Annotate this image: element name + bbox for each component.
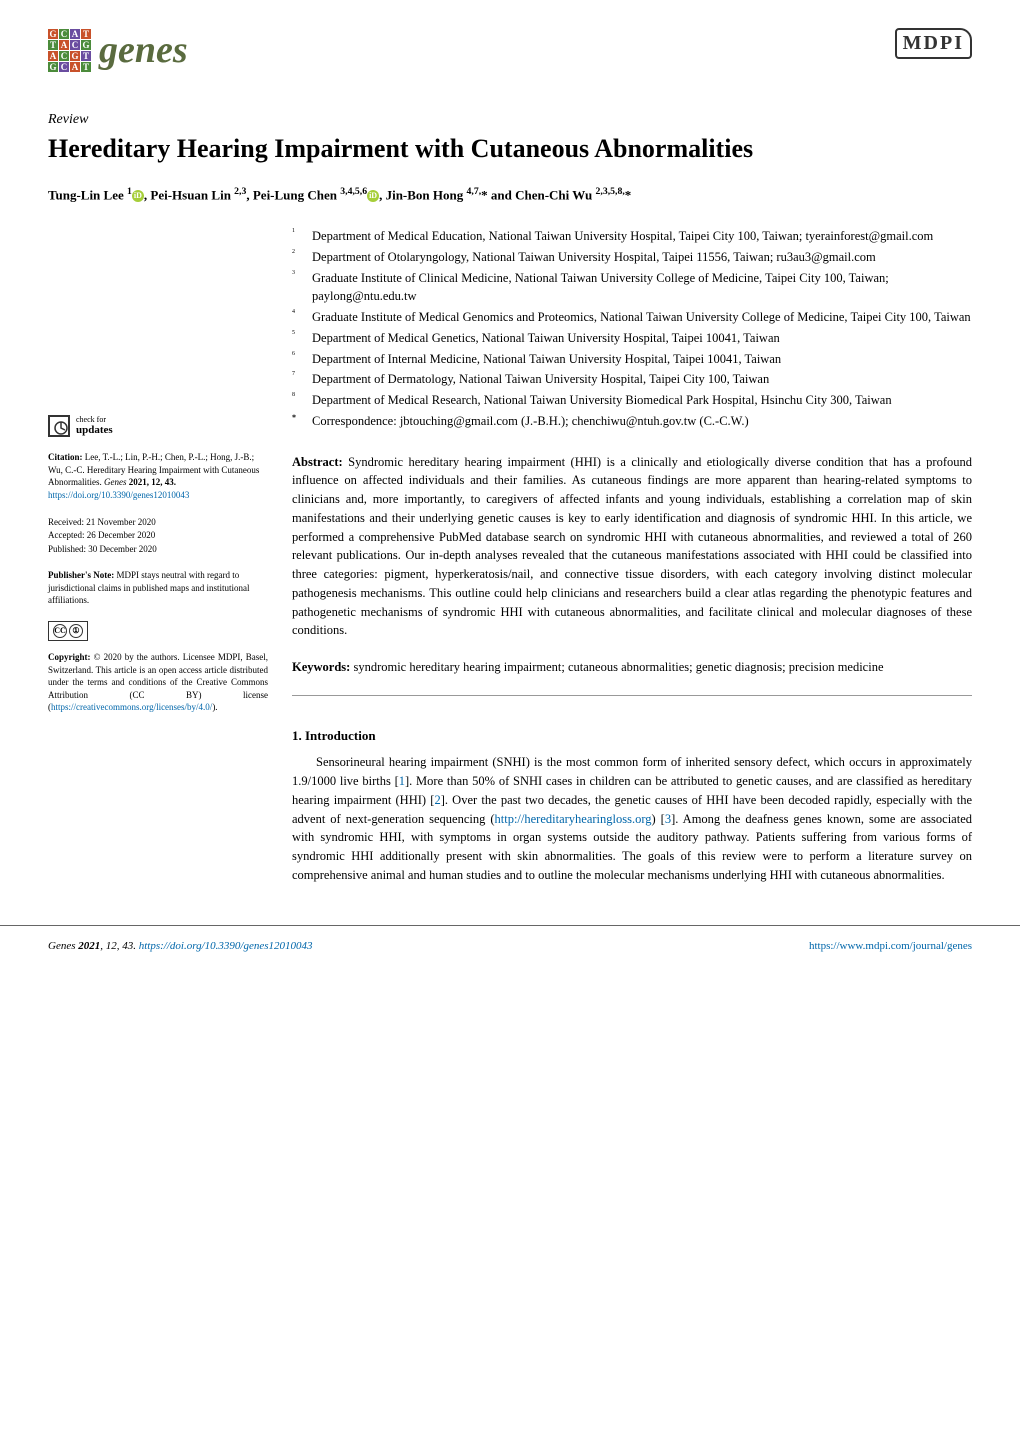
citation-yearvol: 2021, 12, 43.: [127, 477, 177, 487]
copyright-link[interactable]: https://creativecommons.org/licenses/by/…: [51, 702, 212, 712]
affiliation-row: 2Department of Otolaryngology, National …: [292, 248, 972, 267]
keywords-text: syndromic hereditary hearing impairment;…: [353, 660, 883, 674]
affiliation-row: 3Graduate Institute of Clinical Medicine…: [292, 269, 972, 307]
publisher-logo: MDPI: [895, 28, 972, 59]
dates-block: Received: 21 November 2020 Accepted: 26 …: [48, 516, 268, 556]
date-accepted: Accepted: 26 December 2020: [48, 529, 268, 542]
logo-grid: GCATTACGACGTGCAT: [48, 29, 91, 72]
affiliation-row: 7Department of Dermatology, National Tai…: [292, 370, 972, 389]
journal-name: genes: [99, 28, 188, 72]
affiliation-row: 6Department of Internal Medicine, Nation…: [292, 350, 972, 369]
publisher-note: Publisher's Note: MDPI stays neutral wit…: [48, 569, 268, 607]
citation-journal: Genes: [104, 477, 127, 487]
copyright-tail: ).: [212, 702, 217, 712]
check-text-bottom: updates: [76, 424, 113, 436]
article-title: Hereditary Hearing Impairment with Cutan…: [0, 128, 1020, 186]
citation-block: Citation: Lee, T.-L.; Lin, P.-H.; Chen, …: [48, 451, 268, 501]
main-column: 1Department of Medical Education, Nation…: [292, 227, 972, 885]
cc-icon: CC: [53, 624, 67, 638]
check-updates-icon: [48, 415, 70, 437]
footer-right[interactable]: https://www.mdpi.com/journal/genes: [809, 940, 972, 952]
footer-left: Genes 2021, 12, 43. https://doi.org/10.3…: [48, 940, 313, 952]
affiliation-row: 4Graduate Institute of Medical Genomics …: [292, 308, 972, 327]
pubnote-label: Publisher's Note:: [48, 570, 114, 580]
copyright-label: Copyright:: [48, 652, 91, 662]
citation-label: Citation:: [48, 452, 83, 462]
citation-doi[interactable]: https://doi.org/10.3390/genes12010043: [48, 490, 189, 500]
abstract-text: Syndromic hereditary hearing impairment …: [292, 455, 972, 638]
keywords-label: Keywords:: [292, 660, 350, 674]
authors-line: Tung-Lin Lee 1, Pei-Hsuan Lin 2,3, Pei-L…: [0, 186, 1020, 227]
affiliations-list: 1Department of Medical Education, Nation…: [292, 227, 972, 431]
cc-badge: CC ①: [48, 621, 268, 641]
by-icon: ①: [69, 624, 83, 638]
check-text-top: check for: [76, 416, 113, 425]
page-footer: Genes 2021, 12, 43. https://doi.org/10.3…: [0, 925, 1020, 980]
date-received: Received: 21 November 2020: [48, 516, 268, 529]
correspondence-row: *Correspondence: jbtouching@gmail.com (J…: [292, 412, 972, 431]
journal-logo: GCATTACGACGTGCAT genes: [48, 28, 188, 72]
copyright-block: Copyright: © 2020 by the authors. Licens…: [48, 651, 268, 714]
date-published: Published: 30 December 2020: [48, 543, 268, 556]
abstract-block: Abstract: Syndromic hereditary hearing i…: [292, 453, 972, 641]
section-1-body: Sensorineural hearing impairment (SNHI) …: [292, 753, 972, 884]
article-type: Review: [0, 112, 1020, 128]
header-bar: GCATTACGACGTGCAT genes MDPI: [0, 0, 1020, 92]
affiliation-row: 8Department of Medical Research, Nationa…: [292, 391, 972, 410]
section-heading-1: 1. Introduction: [292, 726, 972, 746]
check-updates-badge[interactable]: check for updates: [48, 415, 268, 437]
affiliation-row: 5Department of Medical Genetics, Nationa…: [292, 329, 972, 348]
affiliation-row: 1Department of Medical Education, Nation…: [292, 227, 972, 246]
sidebar-column: check for updates Citation: Lee, T.-L.; …: [48, 227, 268, 885]
keywords-block: Keywords: syndromic hereditary hearing i…: [292, 658, 972, 696]
abstract-label: Abstract:: [292, 455, 343, 469]
